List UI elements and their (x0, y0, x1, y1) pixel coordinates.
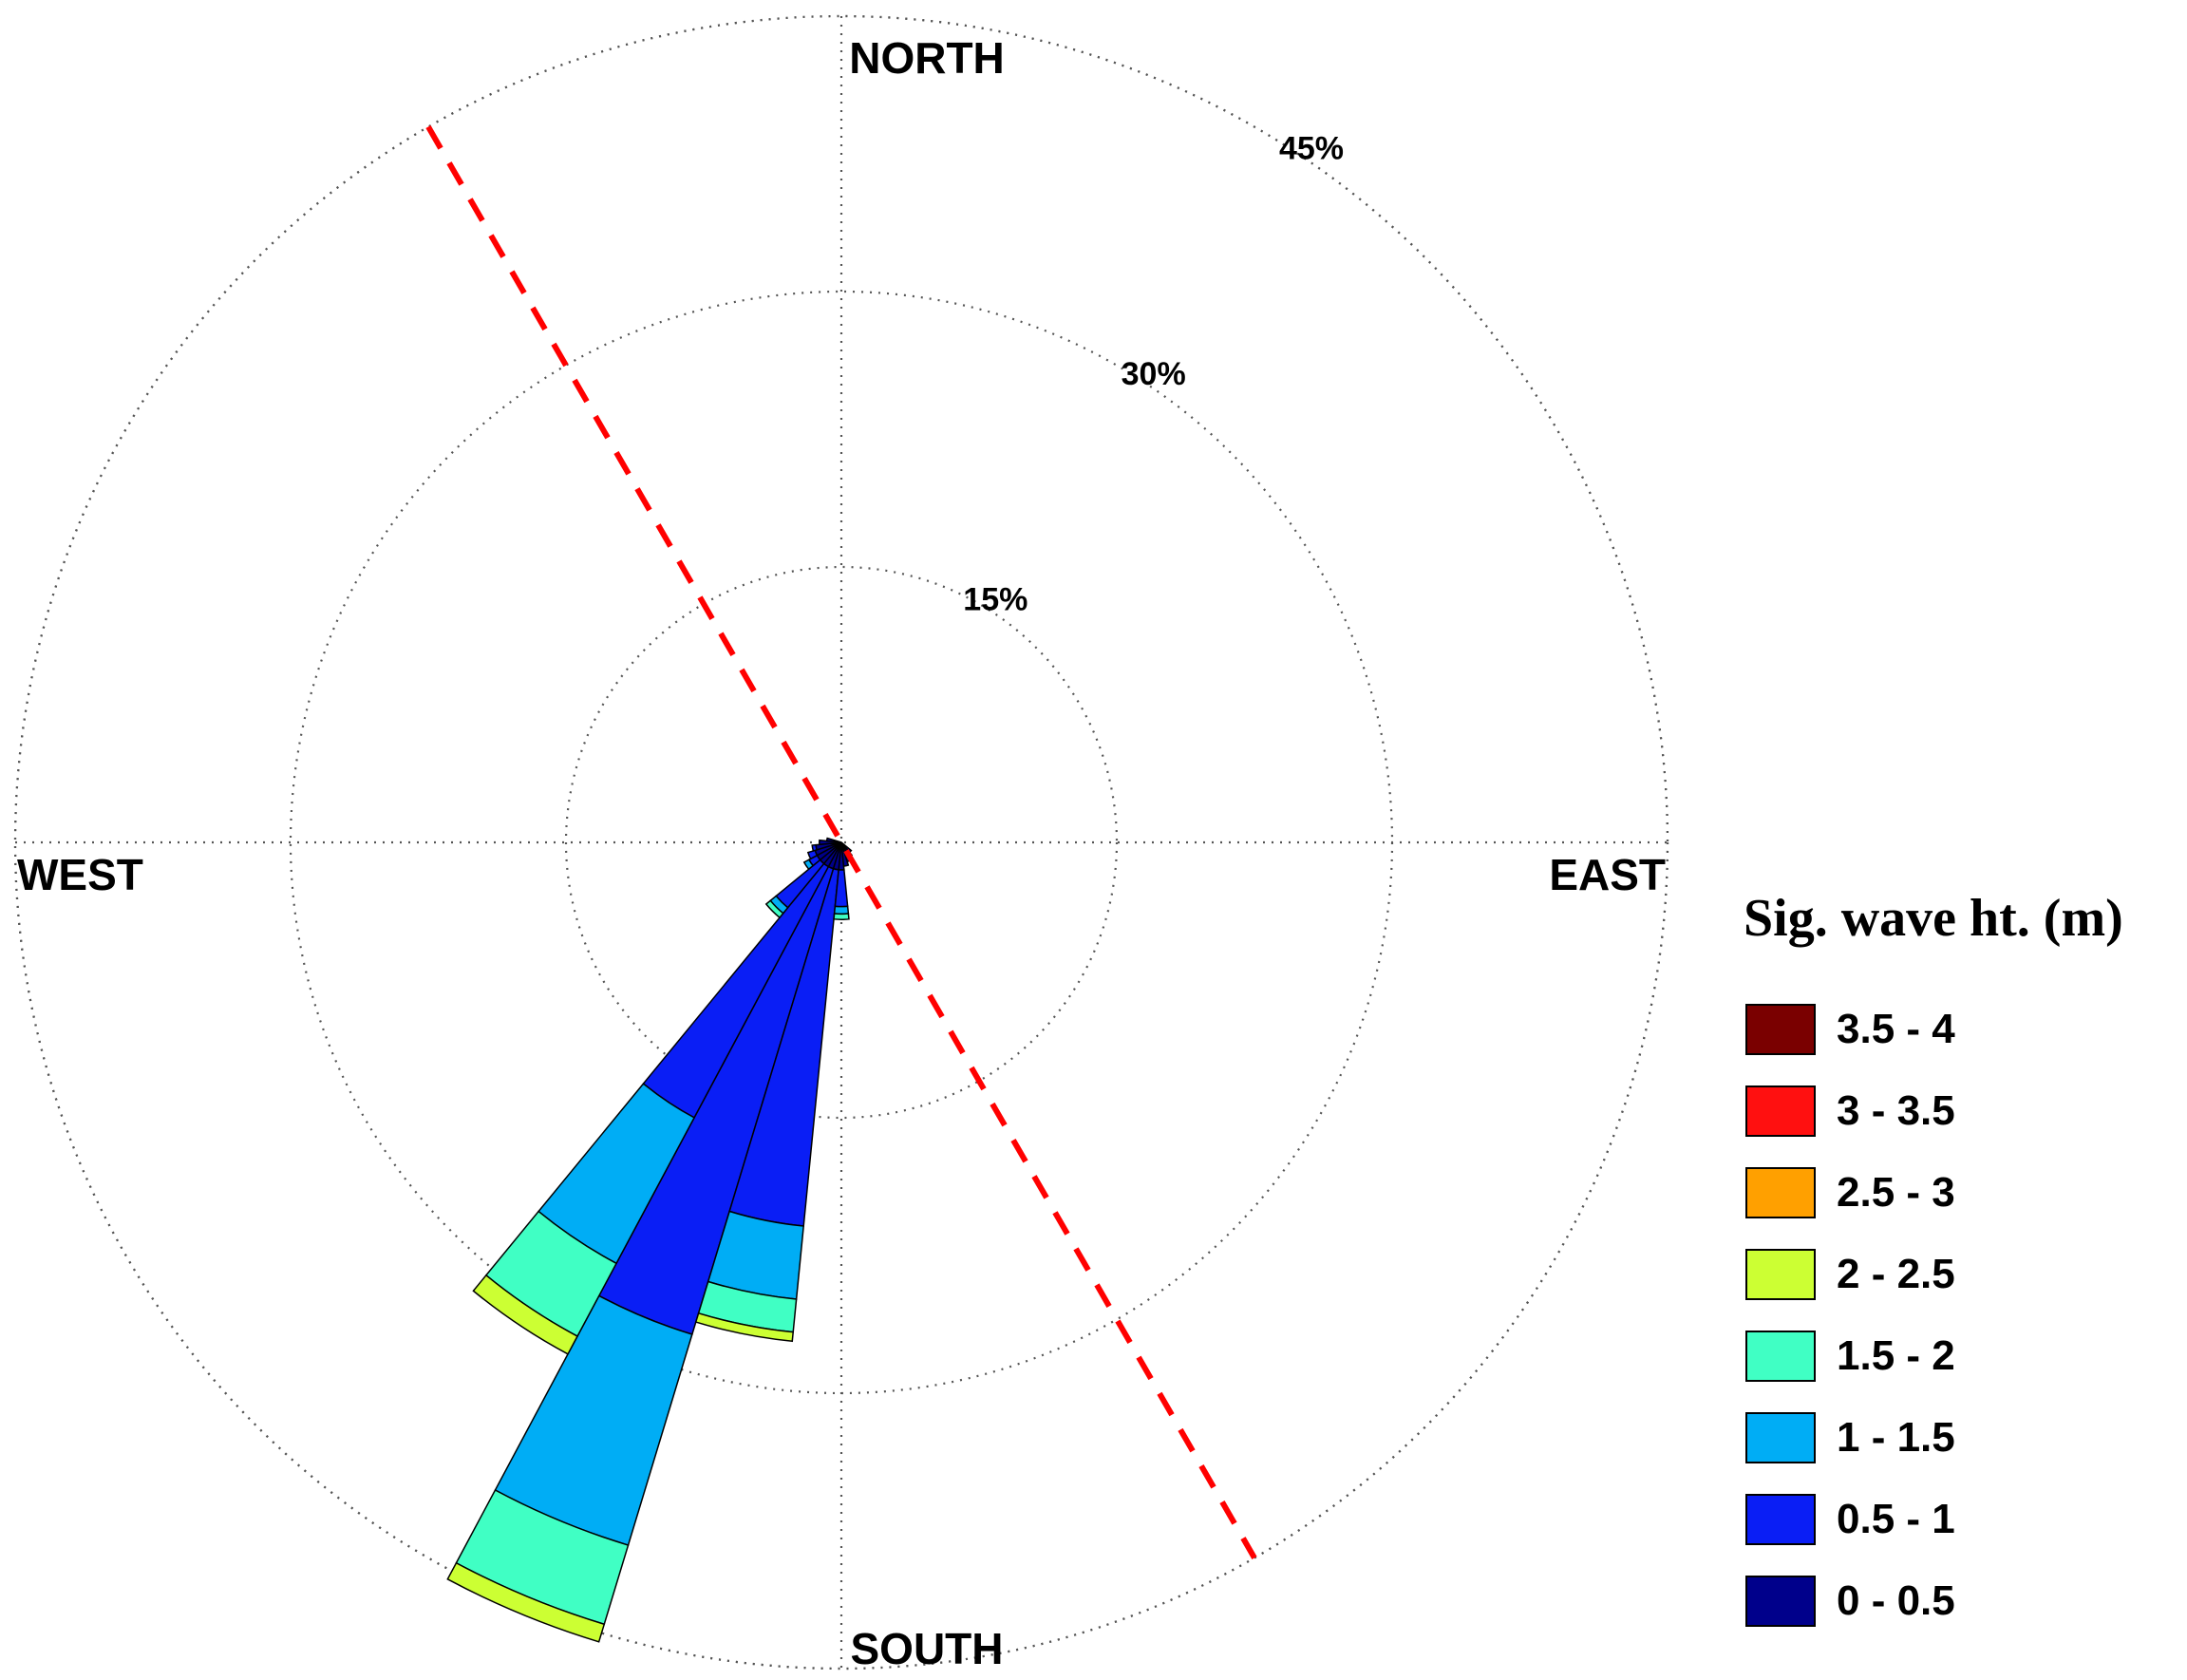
legend-item: 1.5 - 2 (1745, 1328, 1955, 1385)
legend-swatch (1745, 1004, 1816, 1055)
rose-wedges (446, 837, 854, 1643)
legend-swatch (1745, 1331, 1816, 1382)
legend-label: 0 - 0.5 (1837, 1577, 1955, 1624)
legend-label: 3 - 3.5 (1837, 1087, 1955, 1134)
wedge-225-bin-3 (764, 899, 784, 919)
legend-swatch (1745, 1167, 1816, 1218)
wedge-180-bin-2 (833, 905, 850, 916)
legend-label: 1.5 - 2 (1837, 1332, 1955, 1379)
wedge-213.75-bin-4 (472, 1274, 579, 1355)
outer-ring (13, 14, 1669, 1671)
ring-15 (564, 565, 1119, 1120)
ring-label-45: 45% (1279, 130, 1344, 166)
wedge-258.75-bin-1 (811, 843, 819, 852)
wedge-191.25-bin-4 (694, 1312, 795, 1343)
legend-swatch (1745, 1412, 1816, 1463)
legend-swatch (1745, 1249, 1816, 1300)
legend-title: Sig. wave ht. (m) (1744, 889, 2123, 948)
ring-labels: 15% 30% 45% (963, 130, 1344, 617)
legend-swatch (1745, 1085, 1816, 1137)
ring-label-30: 30% (1122, 356, 1186, 392)
wedge-236.25-bin-2 (802, 859, 815, 871)
legend-label: 0.5 - 1 (1837, 1496, 1955, 1542)
legend-label: 2.5 - 3 (1837, 1169, 1955, 1216)
legend-label: 1 - 1.5 (1837, 1414, 1955, 1461)
legend-item: 2.5 - 3 (1745, 1164, 1955, 1221)
legend-swatch (1745, 1576, 1816, 1627)
west-label: WEST (17, 850, 143, 899)
ring-label-15: 15% (963, 581, 1028, 617)
south-label: SOUTH (851, 1624, 1004, 1673)
wedge-247.5-bin-1 (806, 849, 819, 860)
wedge-202.5-bin-4 (446, 1561, 606, 1643)
legend-item: 3.5 - 4 (1745, 1001, 1955, 1058)
legend-item: 1 - 1.5 (1745, 1409, 1955, 1466)
east-label: EAST (1549, 850, 1666, 899)
north-label: NORTH (849, 33, 1005, 83)
legend: Sig. wave ht. (m) 3.5 - 4 3 - 3.5 2.5 - 3 2… (1744, 888, 2182, 1627)
legend-item: 3 - 3.5 (1745, 1083, 1955, 1140)
legend-item: 0.5 - 1 (1745, 1491, 1955, 1548)
legend-swatch (1745, 1494, 1816, 1545)
wedge-180-bin-3 (833, 913, 850, 920)
legend-label: 3.5 - 4 (1837, 1006, 1955, 1052)
legend-label: 2 - 2.5 (1837, 1251, 1955, 1297)
wedge-270-bin-0 (819, 839, 842, 846)
wedge-281.25-bin-0 (825, 837, 842, 843)
legend-item: 2 - 2.5 (1745, 1246, 1955, 1303)
axis-grid (15, 16, 1668, 1669)
legend-item: 0 - 0.5 (1745, 1573, 1955, 1630)
